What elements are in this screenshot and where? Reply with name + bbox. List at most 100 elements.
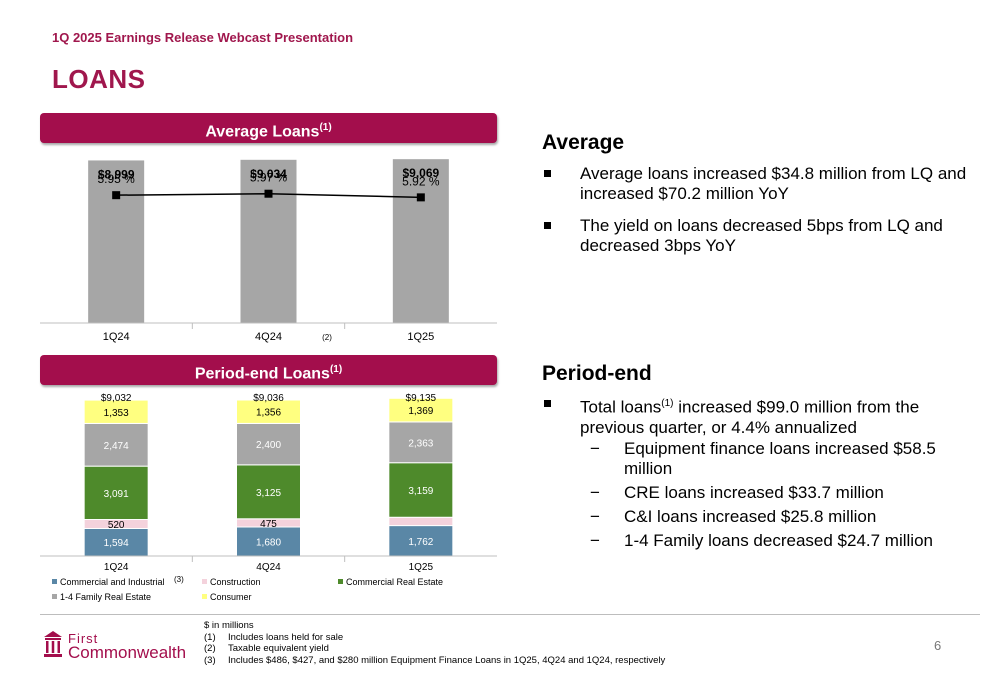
footnote-text: Includes loans held for sale — [228, 631, 344, 643]
average-bullet: Average loans increased $34.8 million fr… — [542, 164, 967, 204]
stacked-bar-segment — [236, 399, 301, 424]
segment-data-label: 3,159 — [408, 486, 433, 497]
footnote-text: Taxable equivalent yield — [228, 643, 329, 654]
legend-swatch — [202, 594, 207, 599]
stacked-bar-segment — [83, 465, 149, 521]
units-note: $ in millions — [204, 620, 254, 631]
period-end-subbullet: − Equipment finance loans increased $58.5… — [582, 439, 972, 479]
stacked-bar-segment — [83, 399, 149, 424]
period-end-bullet-list: Total loans(1) increased $99.0 million f… — [542, 394, 967, 450]
period-end-subbullet-text: 1-4 Family loans decreased $24.7 million — [624, 531, 933, 550]
x-axis-tick-label: 1Q24 — [103, 331, 130, 343]
period-end-subbullet-text: C&I loans increased $25.8 million — [624, 507, 877, 526]
footnote-text: Includes $486, $427, and $280 million Eq… — [228, 654, 666, 666]
stacked-bar-segment — [236, 464, 301, 520]
segment-data-label: 475 — [260, 519, 277, 530]
segment-data-label: 2,363 — [408, 438, 433, 449]
legend-entry: Commercial Real Estate — [346, 577, 443, 587]
legend-swatch — [52, 579, 57, 584]
average-bullet-list: Average loans increased $34.8 million fr… — [542, 164, 967, 268]
yield-marker — [112, 191, 121, 200]
average-loans-bar — [392, 159, 449, 323]
segment-data-label: 1,353 — [104, 408, 129, 419]
stacked-bar-segment — [388, 525, 454, 557]
period-end-heading: Period-end — [542, 362, 652, 385]
stacked-bar-segment — [236, 422, 301, 466]
average-loans-bar-label: $8,999 — [98, 167, 135, 181]
average-loans-bar — [88, 160, 145, 323]
x-axis-tick-label: 1Q25 — [407, 331, 434, 343]
period-end-loans-chart: 1,594 520 3,091 2,474 1,353 $9,032 1Q24 1,680 47… — [40, 393, 497, 602]
footnote-number: (3) — [204, 654, 216, 666]
segment-data-label: 3,125 — [256, 488, 281, 499]
legend-entry: Consumer — [210, 592, 252, 602]
yield-data-label: 5.92 % — [402, 174, 440, 188]
footnotes: $ in millions (1) Includes loans held for… — [204, 620, 665, 666]
dash-bullet-icon: − — [590, 531, 600, 550]
square-bullet-icon — [544, 170, 551, 177]
dash-bullet-icon: − — [590, 439, 600, 458]
period-end-bullet: Total loans(1) increased $99.0 million f… — [542, 394, 967, 438]
segment-data-label: 1,680 — [256, 537, 281, 548]
stacked-bar-segment — [236, 526, 301, 557]
period-end-loans-banner-footnote: (1) — [329, 364, 343, 375]
average-heading: Average — [542, 131, 625, 154]
footnote: (1) Includes loans held for sale — [204, 632, 665, 644]
dash-bullet-icon: − — [590, 483, 600, 502]
legend-entry: Construction — [210, 577, 261, 587]
average-loans-banner: Average Loans(1) — [40, 113, 497, 143]
segment-data-label: 3,091 — [104, 489, 129, 500]
period-end-subbullet-text: Equipment finance loans increased $58.5 … — [624, 439, 936, 478]
x-axis-tick-label: 4Q24 — [255, 331, 282, 343]
average-loans-bar-label: $9,034 — [250, 167, 287, 181]
legend-entry: Commercial and Industrial — [60, 577, 165, 587]
first-commonwealth-logo: First Commonwealth — [44, 631, 186, 662]
average-bullet: The yield on loans decreased 5bps from L… — [542, 216, 967, 256]
yield-footnote-marker: (2) — [322, 333, 332, 342]
period-end-subbullet: − C&I loans increased $25.8 million — [582, 507, 972, 527]
period-end-bullet-post: increased $99.0 million from the previou… — [580, 397, 920, 437]
segment-data-label: 2,474 — [104, 441, 129, 452]
legend-footnote-marker: (3) — [174, 575, 184, 584]
total-data-label: $9,135 — [406, 393, 437, 404]
stacked-bar-segment — [388, 462, 454, 518]
segment-data-label: 2,400 — [256, 440, 281, 451]
page-title: LOANS — [52, 64, 146, 94]
segment-data-label: 1,594 — [104, 538, 129, 549]
period-end-bullet-pre: Total loans — [580, 397, 662, 417]
period-end-subbullet-text: CRE loans increased $33.7 million — [624, 483, 884, 502]
yield-marker — [416, 193, 425, 202]
x-axis-tick-label: 1Q24 — [104, 562, 129, 573]
total-data-label: $9,032 — [101, 393, 132, 404]
yield-data-label: 5.95 % — [97, 172, 135, 186]
legend-swatch — [52, 594, 57, 599]
stacked-bar-segment — [388, 421, 454, 464]
average-loans-bar — [240, 159, 297, 323]
average-loans-banner-label: Average Loans — [205, 123, 320, 141]
footnote-number: (1) — [204, 631, 216, 643]
legend-entry: 1-4 Family Real Estate — [60, 592, 151, 602]
logo-line-2: Commonwealth — [68, 643, 186, 662]
period-end-bullet-footnote: (1) — [661, 398, 674, 409]
segment-data-label: 1,356 — [256, 408, 281, 419]
square-bullet-icon — [544, 222, 551, 229]
period-end-subbullet-list: − Equipment finance loans increased $58.5… — [582, 439, 972, 555]
presentation-subtitle: 1Q 2025 Earnings Release Webcast Present… — [52, 30, 354, 45]
segment-data-label: 1,369 — [408, 406, 433, 417]
square-bullet-icon — [544, 400, 551, 407]
total-data-label: $9,036 — [253, 393, 284, 404]
period-end-loans-banner: Period-end Loans(1) — [40, 355, 497, 385]
period-end-subbullet: − 1-4 Family loans decreased $24.7 millio… — [582, 531, 972, 551]
stacked-bar-segment — [388, 397, 454, 423]
average-bullet-text: Average loans increased $34.8 million fr… — [580, 164, 967, 203]
footer-divider — [40, 614, 980, 615]
average-loans-bar-label: $9,069 — [402, 166, 439, 180]
yield-data-label: 5.97 % — [250, 171, 288, 185]
x-axis-tick-label: 1Q25 — [409, 562, 434, 573]
average-loans-banner-footnote: (1) — [319, 122, 332, 133]
period-end-loans-banner-label: Period-end Loans — [194, 365, 330, 383]
bank-building-icon — [44, 631, 62, 657]
x-axis-tick-label: 4Q24 — [256, 562, 281, 573]
footnote-number: (2) — [204, 643, 216, 654]
